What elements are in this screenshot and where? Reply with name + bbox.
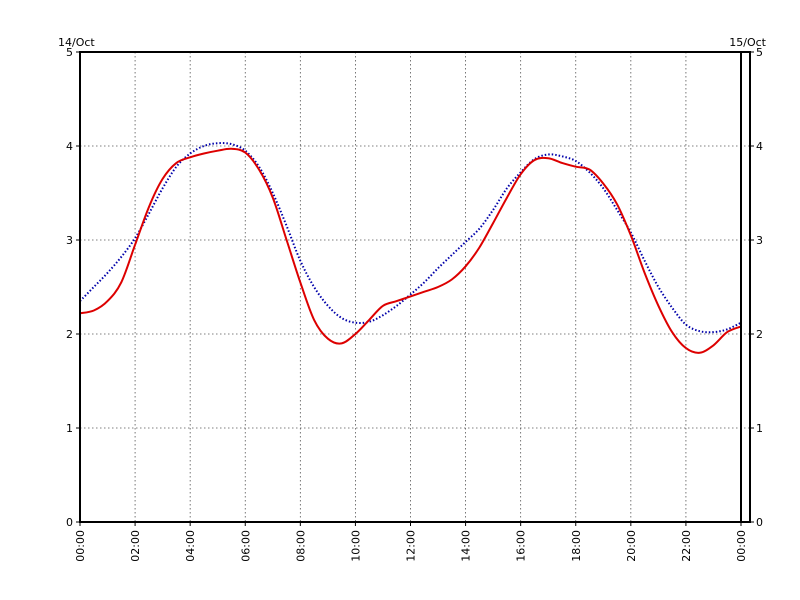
y-tick-label: 4 xyxy=(66,140,73,153)
y-tick-label-right: 1 xyxy=(756,422,763,435)
y-tick-label: 2 xyxy=(66,328,73,341)
x-tick-label: 14:00 xyxy=(460,530,473,562)
x-tick-label: 22:00 xyxy=(680,530,693,562)
axis-ticks: 0 0 1 1 2 2 3 3 4 4 5 5 00:00 02:00 04:00 06:00 08:00 10:… xyxy=(66,46,763,562)
start-date-label: 14/Oct xyxy=(58,36,95,49)
x-tick-label: 08:00 xyxy=(294,530,307,562)
x-tick-label: 02:00 xyxy=(129,530,142,562)
x-tick-label: 16:00 xyxy=(515,530,528,562)
x-tick-label: 00:00 xyxy=(74,530,87,562)
series-line-blue xyxy=(79,142,742,334)
y-tick-label-right: 3 xyxy=(756,234,763,247)
y-tick-label: 1 xyxy=(66,422,73,435)
x-tick-label: 18:00 xyxy=(570,530,583,562)
y-tick-label: 5 xyxy=(66,46,73,59)
x-tick-label: 12:00 xyxy=(405,530,418,562)
y-tick-label-right: 4 xyxy=(756,140,763,153)
y-tick-label: 3 xyxy=(66,234,73,247)
y-tick-label-right: 5 xyxy=(756,46,763,59)
y-tick-label-right: 2 xyxy=(756,328,763,341)
end-date-label: 15/Oct xyxy=(729,36,766,49)
x-tick-label: 20:00 xyxy=(625,530,638,562)
x-tick-label: 00:00 xyxy=(735,530,748,562)
y-tick-label: 0 xyxy=(66,516,73,529)
x-tick-label: 04:00 xyxy=(184,530,197,562)
series-lines xyxy=(79,142,742,354)
x-tick-label: 10:00 xyxy=(349,530,362,562)
plot-frame xyxy=(79,51,751,523)
series-line-red xyxy=(79,147,742,354)
y-tick-label-right: 0 xyxy=(756,516,763,529)
x-tick-label: 06:00 xyxy=(239,530,252,562)
